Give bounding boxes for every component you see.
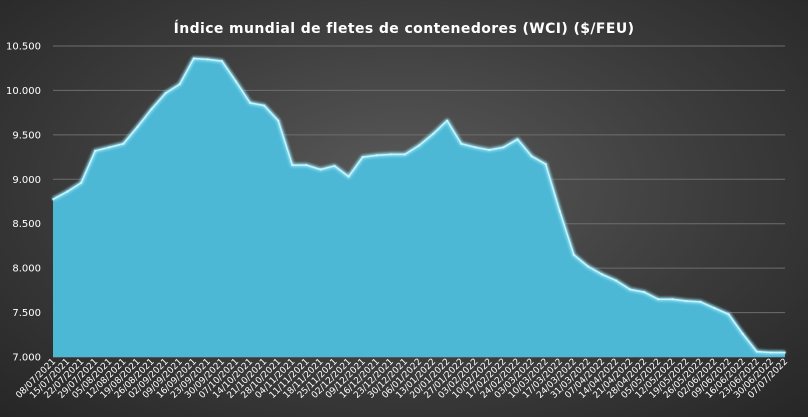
data-point <box>150 107 153 111</box>
data-point <box>220 59 224 63</box>
data-point <box>783 351 787 354</box>
data-point <box>643 290 646 294</box>
data-point <box>530 154 533 158</box>
data-point <box>699 300 702 304</box>
data-point <box>769 351 773 354</box>
data-point <box>741 332 744 336</box>
data-point <box>277 119 280 122</box>
data-point <box>586 265 590 268</box>
data-point <box>178 83 181 86</box>
y-tick-label: 9.000 <box>12 175 41 186</box>
data-point <box>375 154 378 157</box>
data-point <box>460 142 463 145</box>
data-point <box>192 57 195 60</box>
data-point <box>516 138 519 141</box>
area-fill <box>53 58 785 357</box>
data-point <box>403 153 407 156</box>
data-point <box>262 104 266 107</box>
data-point <box>417 144 421 147</box>
data-point <box>234 80 238 83</box>
data-point <box>136 125 139 129</box>
data-point <box>713 306 716 310</box>
data-point <box>600 273 604 276</box>
data-point <box>685 299 688 303</box>
data-point <box>164 91 167 95</box>
data-point <box>445 119 449 122</box>
data-point <box>65 190 69 193</box>
data-point <box>79 181 83 185</box>
data-point <box>558 210 561 213</box>
data-point <box>333 164 336 168</box>
data-point <box>614 279 618 282</box>
data-point <box>291 163 294 167</box>
y-tick-label: 10.000 <box>6 86 41 97</box>
data-point <box>474 146 477 149</box>
data-point <box>572 253 576 257</box>
y-tick-label: 8.500 <box>12 219 41 230</box>
y-tick-label: 7.000 <box>12 353 41 364</box>
data-point <box>502 146 505 149</box>
y-tick-label: 8.000 <box>12 264 41 275</box>
data-point <box>248 101 252 105</box>
data-point <box>347 175 350 178</box>
x-axis-tick-labels: 08/07/202115/07/202122/07/202129/07/2021… <box>14 357 790 401</box>
data-point <box>657 298 660 301</box>
data-point <box>755 350 759 353</box>
y-tick-label: 7.500 <box>12 308 41 319</box>
data-point <box>389 153 393 156</box>
data-point <box>122 142 125 145</box>
data-point <box>431 132 435 136</box>
data-point <box>108 146 111 149</box>
data-point <box>544 162 547 166</box>
data-points <box>51 57 787 354</box>
data-point <box>488 148 491 152</box>
data-point <box>361 155 364 159</box>
y-tick-label: 9.500 <box>12 130 41 141</box>
data-point <box>319 168 322 171</box>
data-area <box>52 56 785 357</box>
y-axis-tick-labels: 7.000 7.500 8.000 8.500 9.000 9.500 10.000 10.5… <box>6 42 41 364</box>
data-point <box>206 58 210 61</box>
data-point <box>305 163 308 167</box>
data-point <box>628 288 632 291</box>
data-point <box>727 313 730 316</box>
data-point <box>671 298 674 301</box>
data-point <box>51 198 55 201</box>
data-point <box>94 149 97 153</box>
chart-title: Índice mundial de fletes de contenedores… <box>174 20 635 37</box>
y-tick-label: 10.500 <box>6 42 41 53</box>
